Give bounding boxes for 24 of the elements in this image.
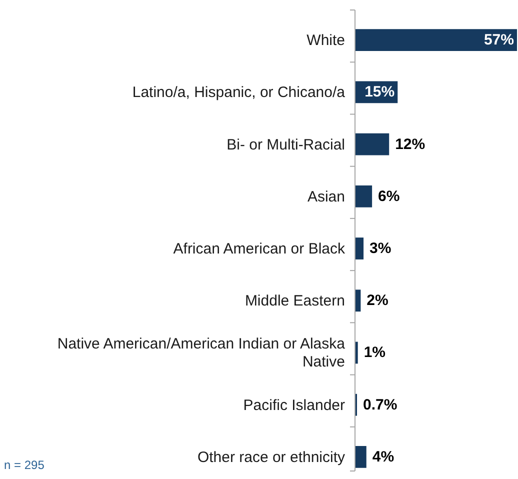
y-tick-label: Asian	[307, 188, 345, 205]
y-tick-label: Middle Eastern	[244, 292, 345, 310]
bar	[355, 185, 372, 208]
y-tick-label: White	[306, 32, 345, 49]
y-tick-label: Other race or ethnicity	[197, 448, 346, 466]
data-label: 1%	[364, 344, 386, 362]
data-label: 12%	[395, 136, 426, 153]
data-label: 2%	[366, 292, 388, 310]
bar	[355, 238, 364, 260]
data-label: 0.7%	[362, 396, 398, 414]
y-tick-label: African American or Black	[173, 240, 346, 257]
bar	[355, 29, 517, 51]
y-tick-label: Pacific Islander	[243, 396, 345, 414]
data-label: 4%	[372, 448, 394, 466]
data-label: 3%	[370, 240, 392, 257]
data-label: 6%	[378, 188, 400, 205]
bar	[355, 133, 390, 156]
bar	[355, 446, 366, 468]
text: n = 295	[4, 458, 45, 472]
y-tick-label: Native American/American Indian or Alaska Native	[57, 335, 346, 370]
y-tick-label: Bi- or Multi-Racial	[226, 136, 345, 153]
data-label: 57%	[484, 32, 514, 49]
y-tick-label: Latino/a, Hispanic, or Chicano/a	[132, 84, 346, 101]
data-label: 15%	[364, 84, 395, 101]
